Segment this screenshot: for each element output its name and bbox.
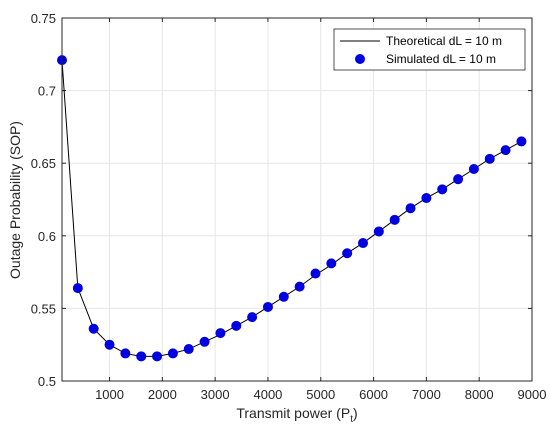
simulated-point: [453, 174, 464, 185]
simulated-point: [326, 258, 337, 269]
y-tick-label: 0.75: [31, 11, 56, 26]
x-tick-label: 4000: [253, 387, 282, 402]
simulated-point: [262, 301, 273, 312]
x-tick-label: 5000: [306, 387, 335, 402]
x-tick-label: 9000: [518, 387, 547, 402]
plot-area: [62, 18, 532, 381]
simulated-point: [373, 226, 384, 237]
simulated-point: [294, 281, 305, 292]
simulated-point: [152, 351, 163, 362]
x-tick-label: 8000: [465, 387, 494, 402]
simulated-point: [437, 184, 448, 195]
legend: Theoretical dL = 10 m Simulated dL = 10 …: [333, 28, 526, 71]
simulated-point: [342, 248, 353, 259]
simulated-point: [421, 193, 432, 204]
simulated-point: [88, 323, 99, 334]
simulated-point: [183, 344, 194, 355]
y-tick-labels: 0.5 0.55 0.6 0.65 0.7 0.75: [31, 11, 56, 389]
simulated-point: [389, 214, 400, 225]
simulated-point: [136, 351, 147, 362]
simulated-point: [120, 348, 131, 359]
simulated-point: [358, 238, 369, 249]
simulated-point: [167, 348, 178, 359]
y-tick-label: 0.55: [31, 301, 56, 316]
simulated-point: [405, 203, 416, 214]
simulated-point: [199, 336, 210, 347]
x-tick-label: 3000: [201, 387, 230, 402]
simulated-point: [247, 312, 258, 323]
plot-frame: [61, 17, 533, 382]
legend-entry-simulated: Simulated dL = 10 m: [386, 52, 496, 66]
simulated-point: [468, 164, 479, 175]
simulated-series: [57, 55, 527, 362]
simulated-point: [215, 328, 226, 339]
legend-entry-theoretical: Theoretical dL = 10 m: [386, 34, 502, 48]
x-tick-label: 7000: [412, 387, 441, 402]
simulated-point: [104, 339, 115, 350]
simulated-point: [500, 145, 511, 156]
x-tick-label: 6000: [359, 387, 388, 402]
simulated-point: [72, 283, 83, 294]
y-tick-label: 0.7: [38, 84, 56, 99]
grid-lines: [62, 17, 533, 382]
y-tick-label: 0.6: [38, 229, 56, 244]
y-axis-label: Outage Probability (SOP): [7, 121, 23, 279]
x-tick-label: 2000: [148, 387, 177, 402]
legend-marker-swatch: [355, 54, 365, 64]
legend-box: [333, 28, 526, 71]
x-tick-label: 1000: [95, 387, 124, 402]
x-tick-labels: 1000 2000 3000 4000 5000 6000 7000 8000 9000: [95, 387, 546, 402]
y-tick-label: 0.5: [38, 374, 56, 389]
simulated-point: [484, 153, 495, 164]
simulated-point: [278, 291, 289, 302]
x-axis-label: Transmit power (Pt): [236, 405, 357, 425]
simulated-point: [516, 136, 527, 147]
simulated-point: [310, 268, 321, 279]
simulated-point: [231, 320, 242, 331]
y-tick-label: 0.65: [31, 156, 56, 171]
